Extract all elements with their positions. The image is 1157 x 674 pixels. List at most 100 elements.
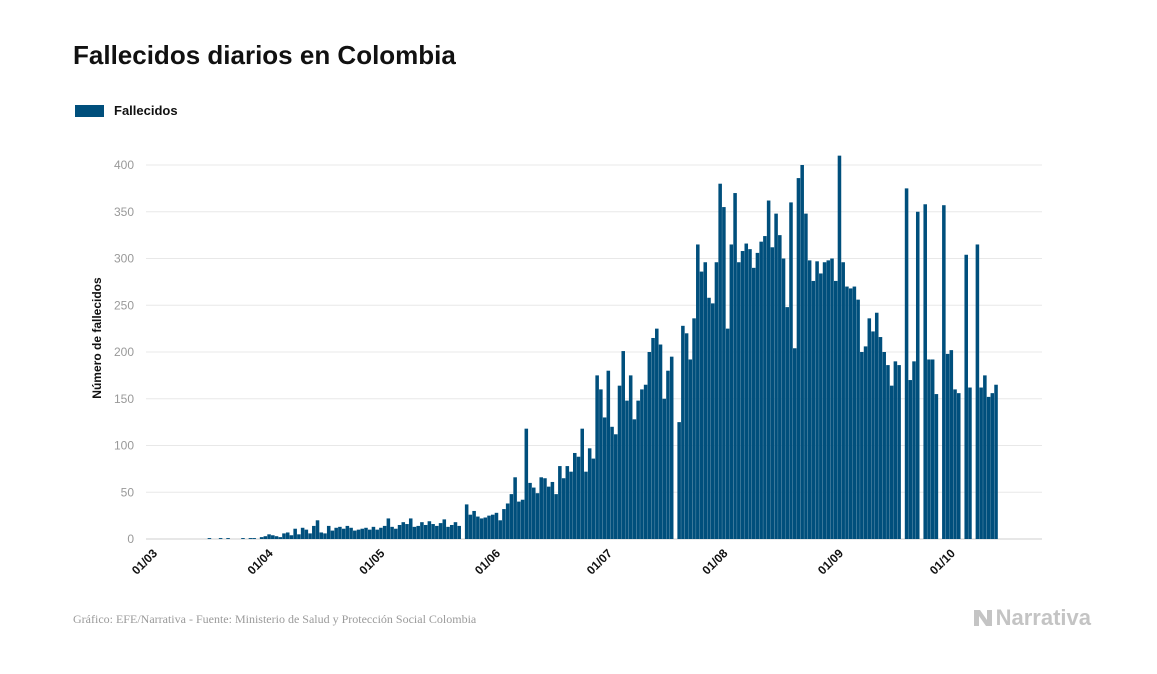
- brand-logo: Narrativa: [972, 605, 1091, 631]
- bar: [509, 494, 514, 539]
- y-tick-label: 200: [114, 345, 134, 359]
- bar: [364, 527, 368, 539]
- bar: [915, 211, 920, 539]
- y-tick-label: 100: [114, 439, 134, 453]
- bar: [476, 516, 480, 539]
- bar: [330, 530, 335, 540]
- bar: [558, 466, 562, 539]
- bar: [763, 236, 767, 539]
- bar: [848, 288, 853, 539]
- bar: [994, 384, 998, 540]
- bar: [722, 207, 726, 539]
- bar: [778, 235, 782, 540]
- bar: [684, 333, 689, 539]
- bar: [405, 524, 409, 539]
- bar: [513, 477, 517, 539]
- bar: [796, 178, 801, 539]
- bar: [636, 400, 640, 539]
- bar: [863, 346, 868, 539]
- bar: [710, 303, 715, 539]
- bar: [483, 517, 488, 540]
- x-tick-label: 01/04: [245, 546, 276, 577]
- bar: [662, 398, 667, 539]
- bar: [759, 241, 763, 540]
- bar: [587, 448, 592, 540]
- bar: [520, 499, 525, 539]
- bar: [983, 375, 987, 540]
- bar: [968, 387, 972, 539]
- bar: [975, 244, 980, 539]
- bar: [390, 526, 394, 540]
- bar: [569, 471, 573, 539]
- bar: [252, 538, 256, 540]
- bar: [315, 520, 320, 539]
- bar: [226, 538, 230, 540]
- bar: [379, 527, 383, 539]
- bar: [472, 510, 476, 539]
- bar: [647, 352, 652, 539]
- bar: [889, 385, 894, 539]
- bar: [267, 534, 271, 540]
- bar: [740, 251, 745, 539]
- x-tick-label: 01/05: [356, 546, 387, 577]
- bar: [640, 389, 644, 539]
- bar: [464, 504, 469, 539]
- bar: [703, 262, 708, 539]
- bar: [248, 538, 253, 540]
- bar: [576, 456, 581, 539]
- bar: [826, 260, 831, 539]
- bar: [550, 481, 555, 539]
- bar: [792, 348, 797, 539]
- bar: [658, 344, 663, 539]
- bar: [852, 286, 857, 539]
- narrativa-n-icon: [973, 610, 992, 626]
- bar: [882, 352, 886, 539]
- bar: [546, 486, 551, 539]
- bar: [621, 351, 625, 539]
- bar: [628, 375, 633, 540]
- bar: [498, 520, 502, 539]
- bar: [617, 385, 622, 539]
- bars: [207, 155, 998, 540]
- bar: [651, 337, 655, 540]
- bar: [614, 434, 618, 539]
- bar: [774, 213, 778, 539]
- bar: [606, 370, 611, 539]
- bar: [930, 359, 935, 539]
- bar: [401, 522, 406, 539]
- bar: [923, 204, 927, 539]
- bar: [420, 522, 424, 539]
- bar: [554, 494, 558, 539]
- bar: [580, 428, 584, 539]
- bar: [666, 370, 670, 539]
- bar: [345, 525, 350, 539]
- bar: [584, 471, 588, 539]
- bar: [207, 538, 212, 540]
- bar: [412, 526, 417, 540]
- bar: [681, 325, 685, 539]
- bar: [699, 271, 704, 539]
- bar: [856, 299, 860, 539]
- bar: [371, 526, 376, 540]
- bar: [490, 514, 495, 539]
- bar: [386, 518, 391, 539]
- bar: [468, 514, 473, 539]
- bar: [341, 528, 346, 540]
- y-tick-label: 300: [114, 252, 134, 266]
- bar: [282, 533, 286, 539]
- bar: [815, 261, 819, 539]
- bar: [751, 267, 756, 539]
- chart-title: Fallecidos diarios en Colombia: [73, 40, 456, 70]
- bar: [990, 393, 995, 539]
- bar: [677, 422, 681, 540]
- bar: [781, 258, 786, 539]
- bar: [285, 532, 290, 539]
- bar: [725, 328, 730, 540]
- bar: [531, 487, 536, 539]
- bar: [871, 331, 875, 539]
- bar: [610, 426, 614, 539]
- bar: [737, 262, 741, 539]
- bar: [927, 359, 931, 539]
- bar: [494, 512, 499, 539]
- x-tick-label: 01/03: [129, 546, 160, 577]
